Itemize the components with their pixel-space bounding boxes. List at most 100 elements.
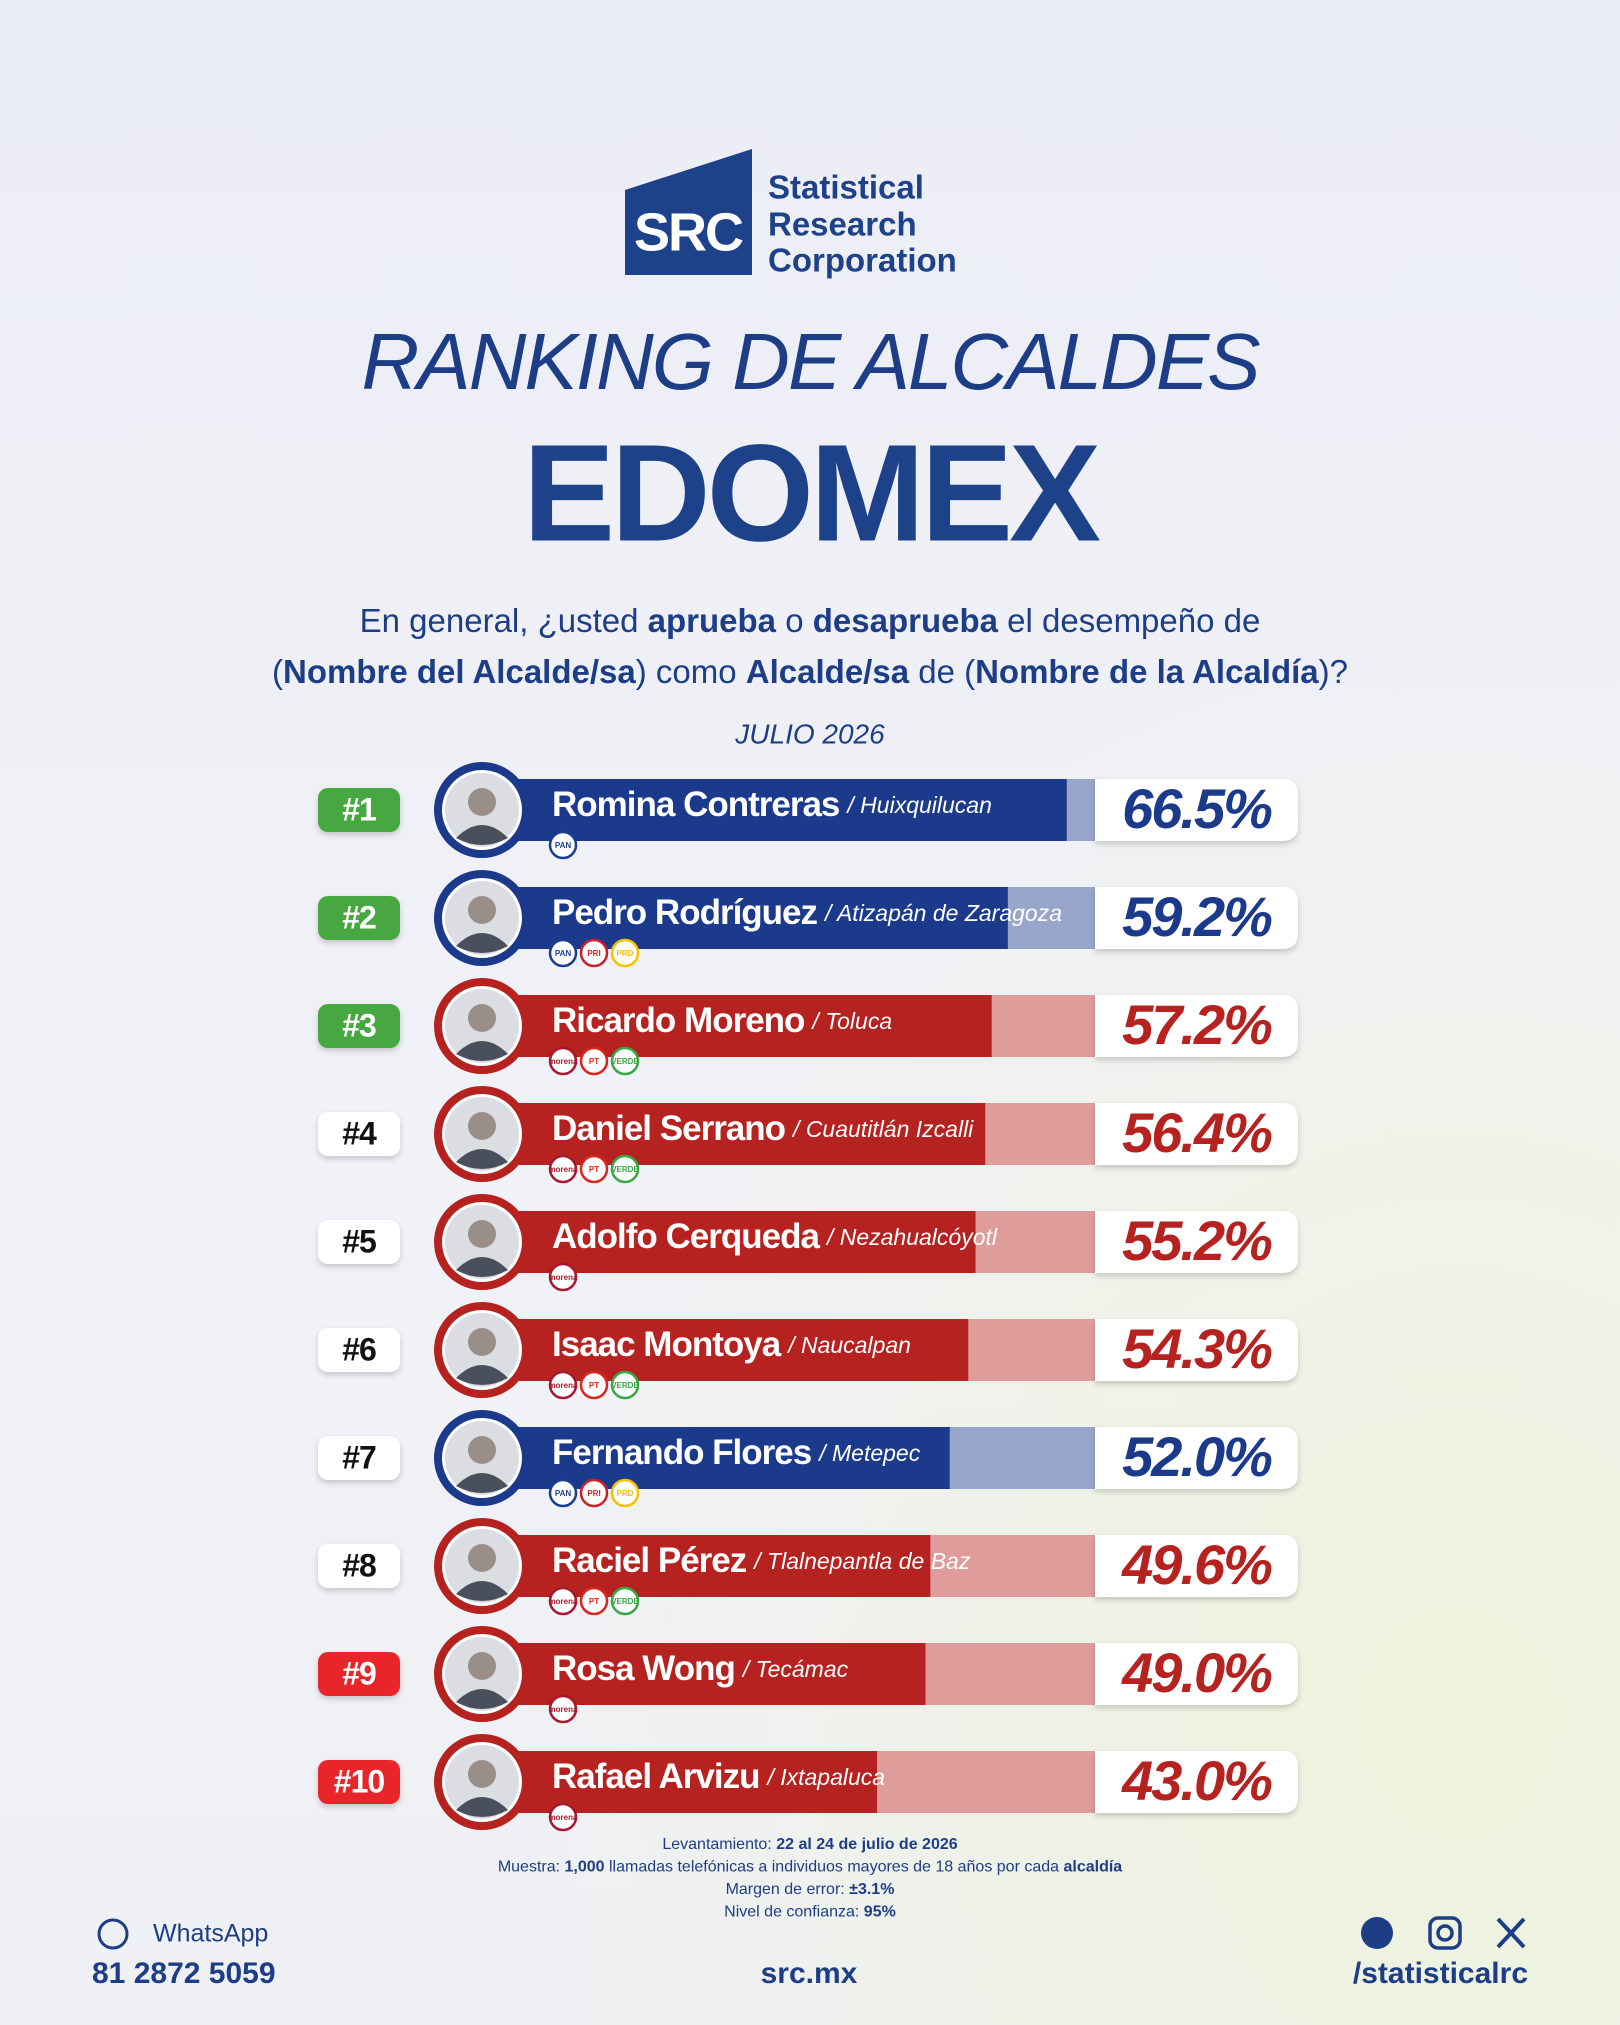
portrait-body bbox=[456, 1041, 508, 1061]
candidate-name: Romina Contreras bbox=[552, 785, 840, 824]
rank-badge bbox=[318, 788, 400, 832]
party-badge bbox=[610, 938, 640, 968]
portrait bbox=[434, 1086, 530, 1182]
text-segment: desaprueba bbox=[813, 602, 999, 639]
bar bbox=[500, 995, 992, 1057]
value-label: 66.5% bbox=[1122, 777, 1272, 840]
party-label: morena bbox=[549, 1165, 578, 1174]
portrait-head bbox=[468, 1112, 496, 1140]
party-badge bbox=[610, 1478, 640, 1508]
logo-mark: SRC bbox=[634, 202, 743, 262]
party-label: morena bbox=[549, 1057, 578, 1066]
portrait bbox=[434, 762, 530, 858]
rank-badge bbox=[318, 1544, 400, 1588]
text-segment: 1,000 bbox=[565, 1859, 605, 1876]
party-badge bbox=[548, 1046, 578, 1076]
value-box bbox=[1095, 887, 1298, 949]
rank-label: #9 bbox=[342, 1655, 376, 1691]
text-segment: Nivel de confianza: bbox=[724, 1904, 864, 1921]
rank-badge bbox=[318, 1112, 400, 1156]
party-label: VERDE bbox=[611, 1057, 639, 1066]
party-badge bbox=[548, 1262, 578, 1292]
value-box bbox=[1095, 779, 1298, 841]
text-segment: aprueba bbox=[648, 602, 777, 639]
text-segment: )? bbox=[1319, 653, 1348, 690]
candidate-location: / Metepec bbox=[817, 1440, 920, 1466]
candidate: Daniel Serrano / Cuautitlán Izcalli bbox=[552, 1109, 974, 1148]
text-segment: En general, ¿usted bbox=[360, 602, 648, 639]
party-label: PT bbox=[589, 1057, 599, 1066]
value-label: 57.2% bbox=[1122, 993, 1272, 1056]
value-label: 49.0% bbox=[1121, 1641, 1272, 1704]
value-box bbox=[1095, 1751, 1298, 1813]
rank-badge bbox=[318, 1220, 400, 1264]
candidate-name: Pedro Rodríguez bbox=[552, 893, 818, 932]
portrait bbox=[434, 1194, 530, 1290]
rank-label: #6 bbox=[342, 1331, 376, 1367]
website: src.mx bbox=[761, 1957, 858, 1990]
whatsapp-icon bbox=[97, 1918, 129, 1950]
logo-shape bbox=[625, 149, 752, 275]
party-label: PRD bbox=[617, 1489, 634, 1498]
party-badge bbox=[548, 1802, 578, 1832]
party-label: PT bbox=[589, 1165, 599, 1174]
portrait bbox=[434, 1626, 530, 1722]
party-badge bbox=[579, 1370, 609, 1400]
portrait-body bbox=[456, 933, 508, 953]
text-line: En general, ¿usted aprueba o desaprueba … bbox=[360, 602, 1261, 639]
rank-badge bbox=[318, 1760, 400, 1804]
text-line: (Nombre del Alcalde/sa) como Alcalde/sa … bbox=[272, 653, 1348, 690]
candidate: Rosa Wong / Tecámac bbox=[552, 1649, 849, 1688]
portrait-head bbox=[468, 1544, 496, 1572]
party-badge bbox=[548, 1154, 578, 1184]
candidate: Adolfo Cerqueda / Nezahualcóyotl bbox=[552, 1217, 998, 1256]
candidate-location: / Naucalpan bbox=[786, 1332, 911, 1358]
rank-label: #8 bbox=[342, 1547, 376, 1583]
portrait bbox=[434, 1410, 530, 1506]
text-segment: llamadas telefónicas a individuos mayore… bbox=[605, 1859, 1064, 1876]
party-label: VERDE bbox=[611, 1597, 639, 1606]
rank-badge bbox=[318, 1652, 400, 1696]
text-segment: Nombre del Alcalde/sa bbox=[283, 653, 636, 690]
text-segment: Nombre de la Alcaldía bbox=[975, 653, 1319, 690]
value-label: 52.0% bbox=[1122, 1425, 1272, 1488]
bar bbox=[500, 1211, 976, 1273]
party-label: VERDE bbox=[611, 1165, 639, 1174]
bar bbox=[500, 1319, 969, 1381]
party-label: PAN bbox=[555, 1489, 572, 1498]
portrait-body bbox=[456, 1365, 508, 1385]
candidate-name: Raciel Pérez bbox=[552, 1541, 747, 1580]
social-handle: /statisticalrc bbox=[1353, 1957, 1528, 1990]
portrait-head bbox=[468, 788, 496, 816]
text-segment: el desempeño de bbox=[998, 602, 1260, 639]
text-segment: 95% bbox=[864, 1904, 896, 1921]
value-box bbox=[1095, 1319, 1298, 1381]
text-segment: Margen de error: bbox=[726, 1881, 850, 1898]
x-icon bbox=[1496, 1917, 1526, 1949]
value-label: 59.2% bbox=[1122, 885, 1272, 948]
portrait-head bbox=[468, 1436, 496, 1464]
party-label: PT bbox=[589, 1597, 599, 1606]
bar bbox=[500, 1643, 926, 1705]
candidate: Raciel Pérez / Tlalnepantla de Baz bbox=[552, 1541, 971, 1580]
icon-shape bbox=[97, 1918, 129, 1950]
candidate-location: / Ixtapaluca bbox=[765, 1764, 885, 1790]
candidate-name: Daniel Serrano bbox=[552, 1109, 786, 1148]
rank-label: #7 bbox=[342, 1439, 376, 1475]
candidate: Pedro Rodríguez / Atizapán de Zaragoza bbox=[552, 893, 1062, 932]
candidate-location: / Tecámac bbox=[741, 1656, 849, 1682]
portrait-head bbox=[468, 1760, 496, 1788]
text-segment: Muestra: bbox=[498, 1859, 565, 1876]
phone: 81 2872 5059 bbox=[92, 1957, 276, 1990]
rank-badge bbox=[318, 1328, 400, 1372]
party-label: morena bbox=[549, 1597, 578, 1606]
candidate-location: / Tlalnepantla de Baz bbox=[752, 1548, 971, 1574]
value-box bbox=[1095, 1427, 1298, 1489]
party-label: morena bbox=[549, 1273, 578, 1282]
party-badge bbox=[579, 1586, 609, 1616]
party-badge bbox=[610, 1046, 640, 1076]
text-segment: ( bbox=[272, 653, 283, 690]
value-box bbox=[1095, 995, 1298, 1057]
candidate: Fernando Flores / Metepec bbox=[552, 1433, 921, 1472]
